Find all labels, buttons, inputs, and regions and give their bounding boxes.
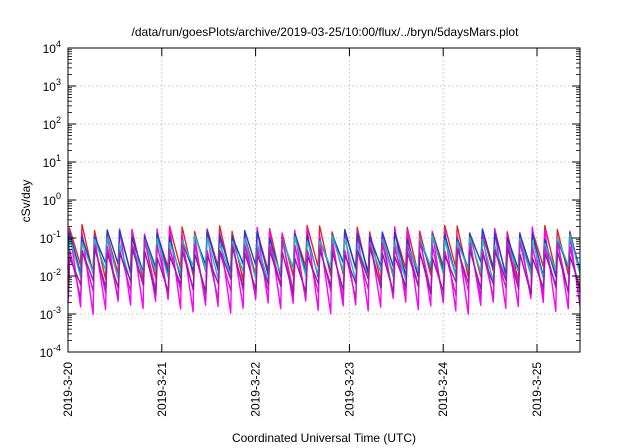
axes: 10-4 10-3 10-2 10-1 100 101 102 103 104 2019-3-20… (40, 39, 580, 417)
series-line (67, 246, 581, 296)
y-tick-label: 10-2 (40, 267, 61, 284)
chart-title: /data/run/goesPlots/archive/2019-03-25/1… (132, 25, 520, 39)
x-tick-label: 2019-3-23 (342, 362, 356, 417)
data-series (67, 223, 581, 316)
y-tick-label: 102 (43, 115, 61, 132)
y-tick-label: 104 (43, 39, 61, 56)
y-tick-label: 103 (43, 77, 61, 94)
y-tick-label: 10-1 (40, 229, 61, 246)
plot-frame (67, 47, 581, 353)
y-tick-label: 100 (43, 191, 61, 208)
x-tick-label: 2019-3-20 (61, 362, 75, 417)
y-tick-label: 10-4 (40, 343, 61, 360)
grid (68, 48, 580, 352)
y-axis-label: cSv/day (19, 180, 33, 223)
x-tick-label: 2019-3-25 (530, 362, 544, 417)
x-tick-label: 2019-3-24 (436, 362, 450, 417)
x-tick-label: 2019-3-21 (155, 362, 169, 417)
y-tick-label: 10-3 (40, 305, 61, 322)
x-tick-label: 2019-3-22 (249, 362, 263, 417)
x-axis-label: Coordinated Universal Time (UTC) (232, 431, 416, 445)
y-tick-label: 101 (43, 153, 61, 170)
